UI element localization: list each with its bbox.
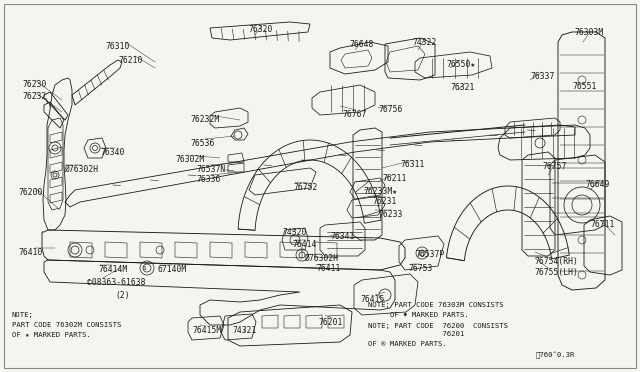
Text: 76303M: 76303M [574, 28, 604, 37]
Text: 76551: 76551 [572, 82, 596, 91]
Text: 76233: 76233 [378, 210, 403, 219]
Text: 76536: 76536 [190, 139, 214, 148]
Text: 76537P: 76537P [415, 250, 444, 259]
Text: 76340: 76340 [100, 148, 124, 157]
Text: ‸760ˆ0.3R: ‸760ˆ0.3R [536, 352, 575, 359]
Text: 76310: 76310 [105, 42, 129, 51]
Text: Ø76302H: Ø76302H [65, 165, 99, 174]
Text: 76211: 76211 [382, 174, 406, 183]
Text: 76210: 76210 [118, 56, 142, 65]
Text: 76311: 76311 [400, 160, 424, 169]
Text: NOTE; PART CODE  76200  CONSISTS: NOTE; PART CODE 76200 CONSISTS [368, 323, 508, 329]
Text: 67140M: 67140M [158, 265, 188, 274]
Text: 76232: 76232 [22, 92, 46, 101]
Text: 76767: 76767 [342, 110, 366, 119]
Text: 76321: 76321 [450, 83, 474, 92]
Text: PART CODE 76302M CONSISTS: PART CODE 76302M CONSISTS [12, 322, 122, 328]
Text: 76302M: 76302M [175, 155, 204, 164]
Text: 74320: 74320 [282, 228, 307, 237]
Text: 76200: 76200 [18, 188, 42, 197]
Text: 76753: 76753 [408, 264, 433, 273]
Text: 76754(RH): 76754(RH) [534, 257, 578, 266]
Text: 76648: 76648 [349, 40, 373, 49]
Text: S: S [143, 266, 147, 270]
Text: 76537N: 76537N [196, 165, 225, 174]
Text: NOTE;: NOTE; [12, 312, 34, 318]
Text: 76550★: 76550★ [446, 60, 476, 69]
Text: 76336: 76336 [196, 175, 220, 184]
Text: OF ♦ MARKED PARTS.: OF ♦ MARKED PARTS. [390, 312, 468, 318]
Text: 76414M: 76414M [98, 265, 127, 274]
Text: 76757: 76757 [542, 162, 566, 171]
Text: NOTE; PART CODE 76303M CONSISTS: NOTE; PART CODE 76303M CONSISTS [368, 302, 504, 308]
Text: 76231: 76231 [372, 197, 396, 206]
Text: OF ★ MARKED PARTS.: OF ★ MARKED PARTS. [12, 332, 91, 338]
Text: 76201: 76201 [368, 331, 464, 337]
Text: 76711: 76711 [590, 220, 614, 229]
Text: 76233M★: 76233M★ [363, 187, 397, 196]
Text: (2): (2) [115, 291, 130, 300]
Text: Ø76302H: Ø76302H [305, 254, 339, 263]
Text: 76410: 76410 [18, 248, 42, 257]
Text: 76414: 76414 [292, 240, 316, 249]
Text: 76415M: 76415M [192, 326, 221, 335]
Text: 74322: 74322 [412, 38, 436, 47]
Text: 76230: 76230 [22, 80, 46, 89]
Text: 76341: 76341 [330, 232, 355, 241]
Text: ©08363-61638: ©08363-61638 [87, 278, 145, 287]
Text: 76320: 76320 [248, 25, 273, 34]
Text: OF ® MARKED PARTS.: OF ® MARKED PARTS. [368, 341, 447, 347]
Text: 76752: 76752 [293, 183, 317, 192]
Text: 76411: 76411 [316, 264, 340, 273]
Text: 74321: 74321 [232, 326, 257, 335]
Text: 76201: 76201 [318, 318, 342, 327]
FancyBboxPatch shape [4, 4, 636, 368]
Text: 76337: 76337 [530, 72, 554, 81]
Text: 76755(LH): 76755(LH) [534, 268, 578, 277]
Text: 76232M: 76232M [190, 115, 220, 124]
Text: 76756: 76756 [378, 105, 403, 114]
Text: 76649: 76649 [585, 180, 609, 189]
Text: 76415: 76415 [360, 295, 385, 304]
